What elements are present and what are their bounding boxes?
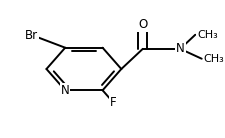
Text: N: N	[175, 42, 184, 55]
Text: N: N	[61, 84, 69, 97]
Text: O: O	[137, 18, 147, 31]
Text: CH₃: CH₃	[203, 54, 224, 64]
Text: CH₃: CH₃	[196, 30, 217, 40]
Text: Br: Br	[25, 29, 38, 42]
Text: F: F	[109, 95, 116, 108]
